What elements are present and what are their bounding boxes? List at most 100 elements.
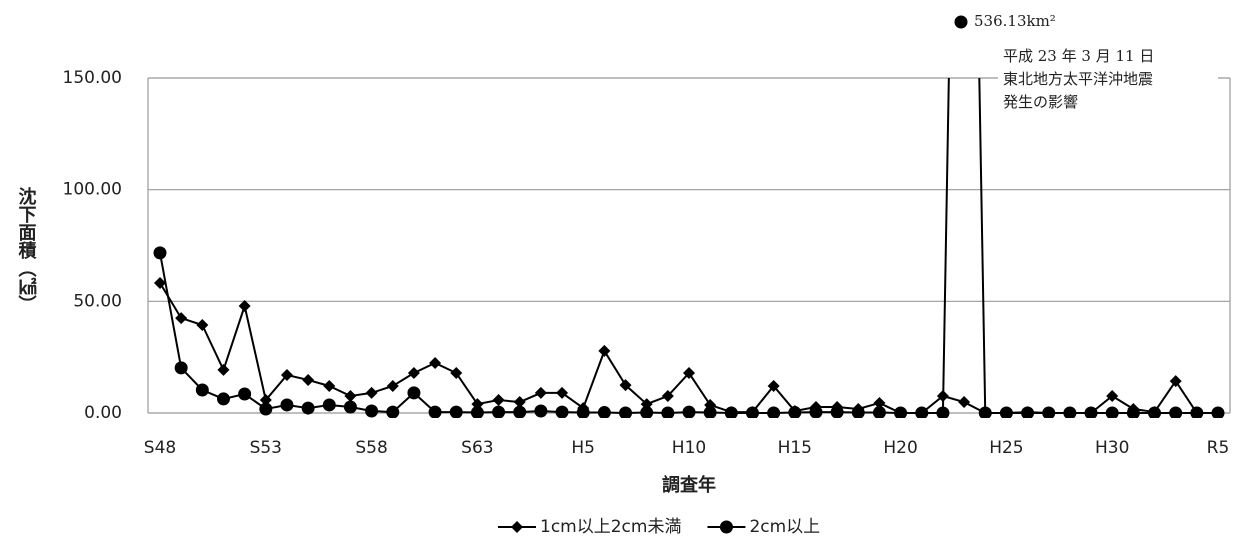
diamond-marker <box>619 379 632 392</box>
x-tick-label: H10 <box>672 438 706 458</box>
x-tick-label: S48 <box>144 438 176 458</box>
y-axis-title: 沈下面積（㎢） <box>16 186 38 313</box>
diamond-marker <box>323 379 336 392</box>
diamond-marker <box>238 300 251 313</box>
circle-marker <box>1021 406 1035 418</box>
circle-marker <box>365 404 379 418</box>
annotation-bg <box>998 92 1218 114</box>
circle-marker <box>1190 406 1204 418</box>
diamond-marker <box>683 367 695 380</box>
y-tick-label: 50.00 <box>73 291 122 311</box>
circle-marker <box>719 520 733 534</box>
circle-marker <box>1042 406 1056 418</box>
x-axis-title: 調査年 <box>662 474 716 496</box>
diamond-marker <box>534 386 547 399</box>
x-tick-label: S63 <box>461 438 493 458</box>
circle-marker <box>407 386 421 400</box>
diamond-marker <box>196 319 209 332</box>
circle-marker <box>936 406 950 418</box>
series-line <box>159 282 1218 414</box>
diamond-marker <box>450 367 463 380</box>
circle-marker <box>238 387 252 401</box>
circle-marker <box>428 405 442 418</box>
diamond-marker <box>280 369 293 382</box>
circle-marker <box>470 406 484 418</box>
circle-marker <box>322 398 336 412</box>
diamond-marker <box>513 396 526 409</box>
circle-marker <box>830 405 844 418</box>
y-tick-label: 100.00 <box>63 180 122 200</box>
x-tick-label: H25 <box>989 438 1023 458</box>
diamond-marker <box>429 356 442 369</box>
circle-marker <box>259 402 273 416</box>
x-tick-label: H30 <box>1095 438 1129 458</box>
circle-marker <box>386 405 400 418</box>
circle-marker <box>872 406 886 418</box>
circle-marker <box>153 246 167 260</box>
annotation-bg <box>998 69 1218 91</box>
circle-marker <box>195 383 209 397</box>
value-label: 536.13km² <box>974 12 1056 30</box>
diamond-marker <box>1169 375 1182 388</box>
annotation-bg <box>998 46 1218 68</box>
annotation-text: 平成 23 年 3 月 11 日 <box>1003 47 1154 65</box>
circle-marker <box>513 405 527 418</box>
circle-marker <box>640 406 654 418</box>
circle-marker <box>1169 406 1183 418</box>
diamond-marker <box>154 277 166 290</box>
diamond-marker <box>217 363 230 376</box>
circle-marker <box>915 406 929 418</box>
circle-marker <box>216 392 230 406</box>
circle-marker <box>1084 406 1098 418</box>
circle-marker <box>301 401 315 415</box>
legend-label: 2cm以上 <box>749 517 820 537</box>
circle-marker <box>682 405 696 418</box>
circle-marker <box>1126 406 1140 418</box>
x-tick-label: H20 <box>883 438 917 458</box>
legend-label: 1cm以上2cm未満 <box>540 517 681 537</box>
x-tick-label: R5 <box>1207 438 1230 458</box>
circle-marker <box>1063 406 1077 418</box>
x-tick-label: H15 <box>778 438 812 458</box>
circle-marker <box>703 406 717 418</box>
circle-marker <box>1105 406 1119 418</box>
diamond-marker <box>386 379 399 392</box>
diamond-marker <box>344 390 357 403</box>
y-tick-label: 0.00 <box>84 403 122 423</box>
diamond-marker <box>407 367 420 380</box>
diamond-marker <box>598 344 611 357</box>
circle-marker <box>745 406 759 418</box>
x-tick-label: S58 <box>355 438 387 458</box>
annotation-text: 発生の影響 <box>1003 93 1078 111</box>
diamond-marker <box>1106 390 1119 403</box>
diamond-marker <box>767 379 780 392</box>
circle-marker <box>661 406 675 418</box>
diamond-marker <box>511 521 523 533</box>
circle-marker <box>851 406 865 418</box>
circle-marker <box>1211 406 1225 418</box>
circle-marker <box>492 405 506 418</box>
y-tick-label: 150.00 <box>63 68 122 88</box>
circle-marker <box>767 406 781 418</box>
plot-area <box>153 78 1225 418</box>
annotation-text: 東北地方太平洋沖地震 <box>1003 70 1153 88</box>
diamond-marker <box>492 394 505 407</box>
circle-marker <box>449 405 463 418</box>
diamond-marker <box>661 390 674 403</box>
x-tick-label: S53 <box>250 438 282 458</box>
circle-marker <box>894 406 908 418</box>
diamond-marker <box>259 394 272 407</box>
circle-marker <box>534 404 548 418</box>
diamond-marker <box>175 312 188 325</box>
circle-marker <box>954 15 968 29</box>
circle-marker <box>1148 406 1162 418</box>
circle-marker <box>809 405 823 418</box>
circle-marker <box>280 398 294 412</box>
circle-marker <box>724 406 738 418</box>
diamond-marker <box>365 386 378 399</box>
circle-marker <box>788 406 802 418</box>
circle-marker <box>576 406 590 418</box>
diamond-marker <box>556 386 569 399</box>
diamond-marker <box>302 373 315 386</box>
